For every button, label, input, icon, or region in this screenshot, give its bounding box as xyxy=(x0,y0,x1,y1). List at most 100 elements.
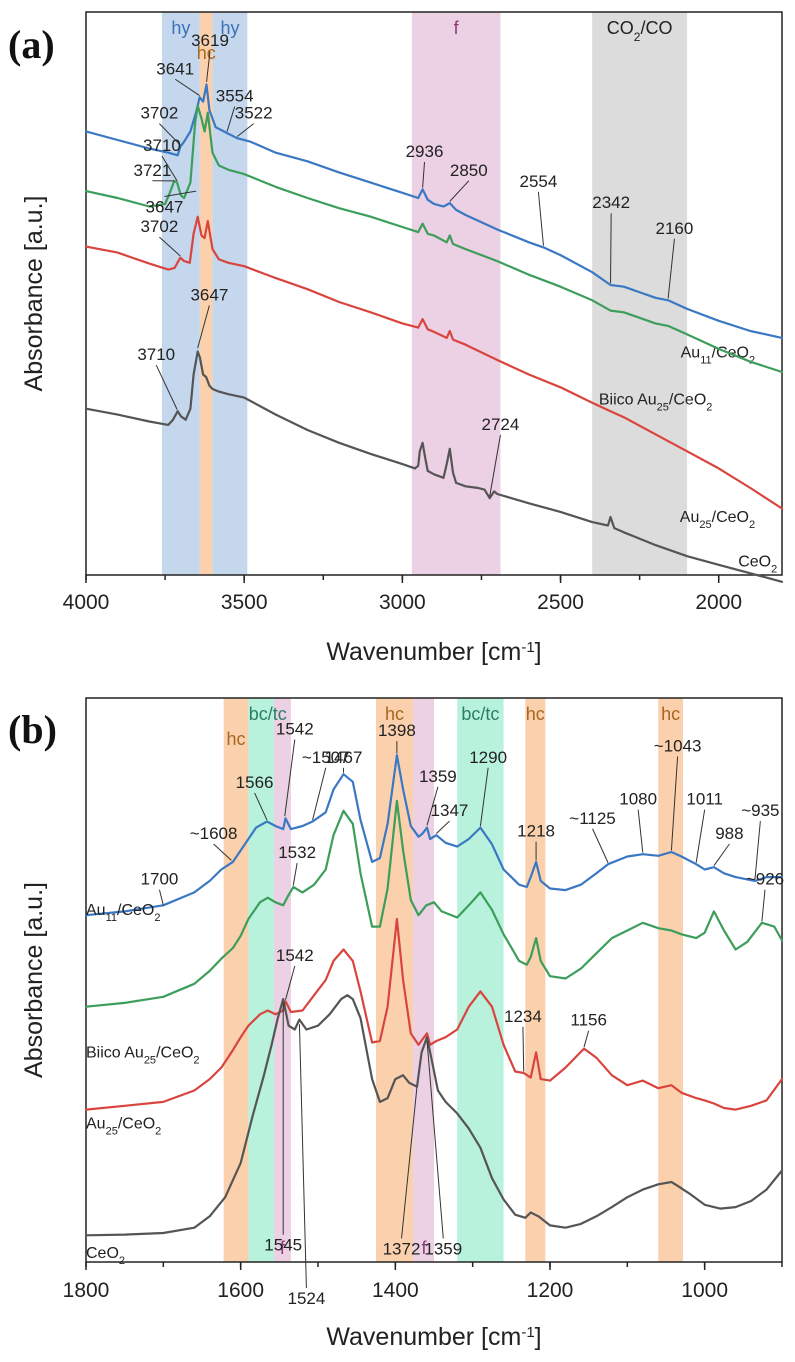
plot-frame xyxy=(85,697,783,1263)
peak-leader xyxy=(158,889,164,906)
peak-label: 3522 xyxy=(235,104,273,123)
peak-label: 1542 xyxy=(276,720,314,739)
peak-label: 1347 xyxy=(431,801,469,820)
peak-leader xyxy=(592,828,609,863)
peak-leader xyxy=(522,1026,525,1072)
peak-leader xyxy=(583,1030,590,1048)
y-axis-title: Absorbance [a.u.] xyxy=(20,882,48,1078)
series-label: Biico Au25/CeO2 xyxy=(86,1045,200,1067)
band-label-4: f xyxy=(421,1238,427,1258)
band-bc-tc-1 xyxy=(248,698,274,1262)
peak-label: 1532 xyxy=(278,843,316,862)
band-label-0: hc xyxy=(227,729,246,749)
band-label-7: hc xyxy=(661,704,680,724)
peak-leader xyxy=(312,767,327,821)
peak-leader xyxy=(159,123,181,146)
band-label-6: hc xyxy=(526,704,545,724)
peak-label: ~1125 xyxy=(569,809,615,828)
peak-label: 3554 xyxy=(216,87,254,106)
panel-letter: (a) xyxy=(8,22,55,67)
y-axis-title: Absorbance [a.u.] xyxy=(20,196,48,392)
peak-leader xyxy=(479,767,489,827)
peak-leader xyxy=(206,51,211,83)
peak-label: 1398 xyxy=(378,721,416,740)
band-bc-tc-5 xyxy=(457,698,504,1262)
peak-leader xyxy=(667,238,675,299)
peak-leader xyxy=(422,161,426,188)
peak-label: ~1608 xyxy=(190,824,238,843)
peak-leader xyxy=(174,78,200,97)
band-hy-2 xyxy=(212,12,248,575)
band-label-5: bc/tc xyxy=(461,704,499,724)
peak-label: 3647 xyxy=(190,285,228,304)
band-f-2 xyxy=(273,698,291,1262)
band-hc-6 xyxy=(525,698,546,1262)
series-biico-au25-ceo2 xyxy=(84,104,784,374)
x-tick-label: 3000 xyxy=(379,591,426,614)
x-tick-label: 4000 xyxy=(63,591,110,614)
peak-label: ~1043 xyxy=(654,736,702,755)
peak-label: 1359 xyxy=(424,1239,462,1258)
series-label: Biico Au25/CeO2 xyxy=(599,391,713,413)
peak-leader xyxy=(161,155,178,182)
band-label-1: hc xyxy=(197,43,216,63)
band-label-3: hc xyxy=(385,704,404,724)
series-label: Au25/CeO2 xyxy=(86,1116,161,1138)
band-label-3: f xyxy=(454,18,460,38)
peak-label: 3619 xyxy=(191,31,229,50)
x-tick-label: 1200 xyxy=(527,1279,574,1302)
x-tick-label: 2500 xyxy=(537,591,584,614)
x-tick-label: 3500 xyxy=(221,591,268,614)
peak-label: 1524 xyxy=(287,1289,325,1308)
peak-leader xyxy=(236,123,254,137)
peak-leader xyxy=(285,965,296,1000)
peak-leader xyxy=(761,889,766,922)
band-hc-1 xyxy=(199,12,213,575)
band-hc-7 xyxy=(658,698,684,1262)
peak-leader xyxy=(164,190,197,197)
peak-leader xyxy=(449,180,470,202)
peak-label: 2342 xyxy=(592,193,630,212)
peak-leader xyxy=(610,213,612,284)
peak-leader xyxy=(401,1086,418,1239)
panel-letter: (b) xyxy=(8,707,57,752)
peak-label: 3641 xyxy=(156,59,194,78)
peak-leader xyxy=(197,305,210,349)
band-hc-0 xyxy=(223,698,249,1262)
series-au11-ceo2 xyxy=(84,754,784,917)
peak-label: 3721 xyxy=(134,161,172,180)
peak-label: 1359 xyxy=(419,767,457,786)
x-tick-label: 1800 xyxy=(63,1279,110,1302)
peak-label: 3710 xyxy=(137,345,175,364)
series-ceo2 xyxy=(84,994,784,1237)
peak-label: 2850 xyxy=(450,161,488,180)
peak-label: 1542 xyxy=(276,946,314,965)
peak-label: ~926 xyxy=(746,870,784,889)
peak-label: 3702 xyxy=(140,104,178,123)
band-hy-0 xyxy=(161,12,200,575)
band-f-4 xyxy=(413,698,434,1262)
series-biico-au25-ceo2 xyxy=(84,799,784,1008)
peak-leader xyxy=(713,843,730,866)
peak-label: 1080 xyxy=(619,790,657,809)
peak-leader xyxy=(670,756,679,851)
peak-label: ~1507 xyxy=(302,748,350,767)
peak-leader xyxy=(159,236,181,257)
peak-leader xyxy=(284,739,296,817)
series-label: Au25/CeO2 xyxy=(680,509,755,531)
peak-label: 1011 xyxy=(686,790,723,809)
peak-label: 3710 xyxy=(143,136,181,155)
series-au11-ceo2 xyxy=(84,83,784,339)
peak-leader xyxy=(435,820,450,835)
peak-leader xyxy=(213,843,232,861)
series-au25-ceo2 xyxy=(84,215,784,510)
peak-label: 2554 xyxy=(519,172,557,191)
band-label-4: CO2/CO xyxy=(607,18,673,44)
peak-leader xyxy=(489,434,501,497)
peak-leader xyxy=(226,106,236,132)
series-label: CeO2 xyxy=(86,1245,125,1267)
peak-leader xyxy=(754,821,761,880)
